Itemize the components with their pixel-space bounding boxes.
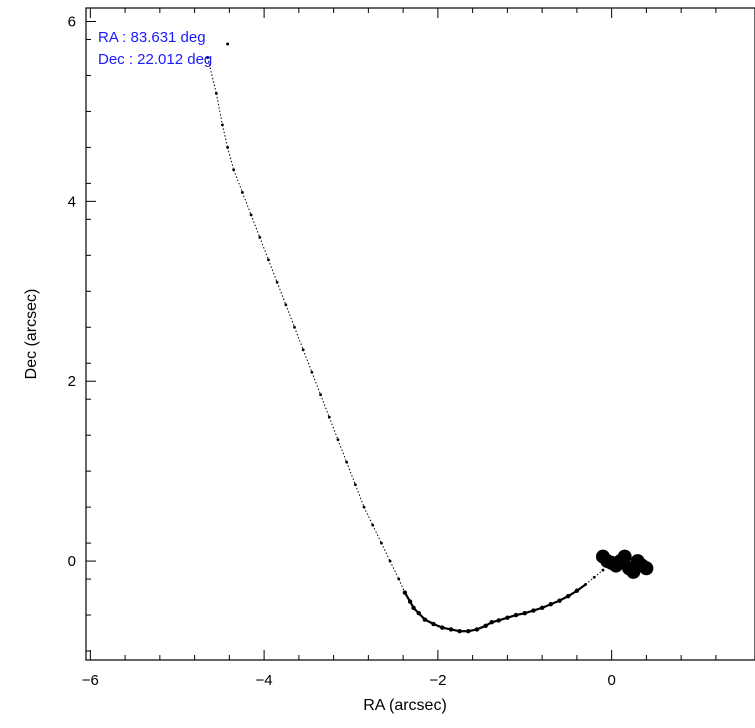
track-segment	[541, 603, 552, 609]
track-segment	[215, 93, 223, 126]
y-tick-label: 2	[68, 373, 76, 390]
track-segment	[576, 583, 587, 592]
y-tick-label: 0	[68, 553, 76, 570]
track-segment	[533, 606, 543, 612]
y-axis-ticks: 0 2 4 6	[68, 13, 96, 652]
track-segment	[372, 524, 382, 544]
track-segment	[567, 589, 578, 598]
track-segment	[302, 349, 313, 373]
track-segment	[498, 616, 508, 622]
track-segment	[398, 578, 406, 593]
track-segment	[346, 461, 356, 485]
cluster-point	[617, 549, 632, 564]
track-segment	[320, 394, 330, 418]
x-tick-label: −2	[429, 672, 446, 689]
track-segment	[593, 569, 604, 578]
track-segment	[311, 372, 322, 395]
track-segment	[585, 576, 595, 585]
y-axis-label: Dec (arcsec)	[23, 289, 40, 380]
outlier-point	[226, 42, 230, 46]
track-segment	[276, 282, 287, 305]
x-axis-ticks: −6 −4 −2 0	[82, 8, 717, 689]
annotation-dec: Dec : 22.012 deg	[98, 51, 212, 68]
track-segment	[524, 609, 534, 615]
track-points	[206, 42, 605, 634]
x-tick-label: 0	[607, 672, 615, 689]
track-segment	[424, 618, 435, 626]
track-segment	[233, 169, 243, 193]
track-segment	[285, 304, 295, 328]
track-segment	[354, 484, 365, 508]
track-segment	[515, 612, 525, 617]
x-tick-label: −6	[82, 672, 99, 689]
track-segment	[250, 214, 261, 238]
track-segment	[417, 612, 426, 621]
track-segment	[507, 613, 517, 619]
y-tick-label: 6	[68, 13, 76, 30]
track-segment	[550, 599, 560, 606]
track-segment	[259, 237, 269, 260]
x-tick-label: −4	[256, 672, 273, 689]
track-segment	[441, 626, 452, 631]
track-segment	[328, 417, 339, 440]
track-segment	[337, 439, 348, 463]
track-segment	[207, 57, 217, 94]
track-point	[206, 56, 210, 59]
track-segment	[389, 560, 400, 580]
track-segment	[412, 607, 420, 615]
plot-frame	[85, 7, 755, 661]
track-segment	[403, 592, 412, 603]
track-segment	[409, 601, 415, 609]
x-axis-label: RA (arcsec)	[363, 697, 447, 714]
track-segment	[241, 192, 252, 216]
track-segment	[380, 542, 391, 562]
cluster-point	[639, 561, 654, 576]
track-segment	[491, 619, 499, 624]
track-segment	[450, 628, 460, 633]
y-tick-label: 4	[68, 193, 76, 210]
track-segment	[468, 628, 478, 633]
track-segment	[267, 259, 278, 283]
track-segment	[363, 506, 374, 526]
track-segment	[476, 624, 487, 631]
track-segment	[559, 595, 569, 602]
track-segment	[485, 621, 493, 627]
track-segment	[221, 124, 229, 148]
core-cluster	[595, 549, 654, 579]
track-segment	[433, 623, 443, 629]
annotation-ra: RA : 83.631 deg	[98, 29, 206, 46]
track-segment	[227, 147, 235, 171]
track-segment	[294, 327, 304, 350]
